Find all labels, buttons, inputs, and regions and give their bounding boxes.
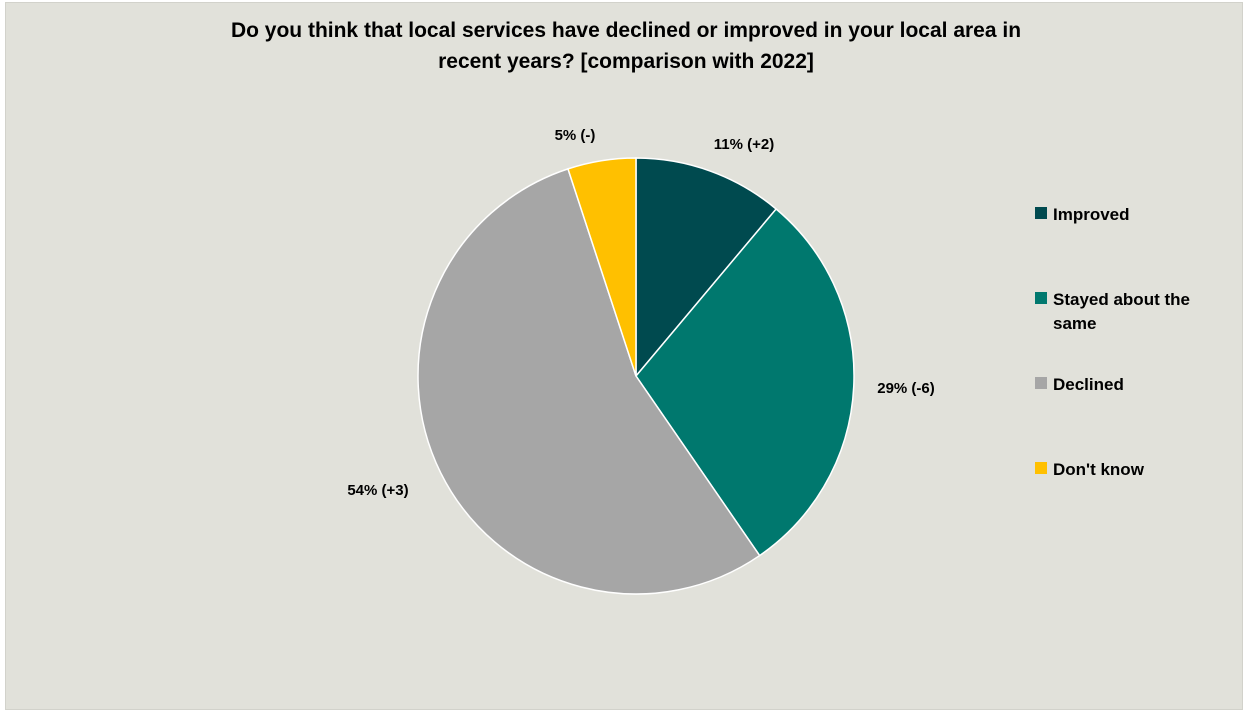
data-label-improved: 11% (+2) — [714, 136, 774, 153]
legend-item-stayed-about-the-same: Stayed about the same — [1035, 288, 1235, 336]
chart-title: Do you think that local services have de… — [86, 15, 1166, 77]
legend-item-improved: Improved — [1035, 203, 1235, 227]
legend-swatch-stayed-about-the-same — [1035, 292, 1047, 304]
legend-swatch-dont-know — [1035, 462, 1047, 474]
data-label-stayed-about-the-same: 29% (-6) — [877, 380, 935, 397]
legend-swatch-declined — [1035, 377, 1047, 389]
pie-slice-declined — [417, 167, 761, 595]
data-label-don-t-know: 5% (-) — [555, 127, 596, 144]
chart-area: Do you think that local services have de… — [5, 2, 1243, 710]
legend-label-stayed-about-the-same: Stayed about the same — [1053, 290, 1190, 333]
pie-chart: 11% (+2) 29% (-6) 54% (+3) 5% (-) — [347, 127, 935, 595]
chart-title-line-2: recent years? [comparison with 2022] — [438, 50, 814, 73]
legend-item-dont-know: Don't know — [1035, 458, 1235, 482]
pie-slice-stayed-about-the-same — [635, 207, 855, 557]
legend-label-dont-know: Don't know — [1053, 460, 1144, 479]
pie-slice-improved — [635, 157, 778, 379]
legend-label-declined: Declined — [1053, 375, 1124, 394]
pie-slice-don-t-know — [567, 157, 637, 377]
legend-swatch-improved — [1035, 207, 1047, 219]
legend-item-declined: Declined — [1035, 373, 1235, 397]
chart-title-line-1: Do you think that local services have de… — [230, 19, 1022, 42]
data-label-declined: 54% (+3) — [347, 482, 408, 499]
legend-label-improved: Improved — [1053, 205, 1130, 224]
